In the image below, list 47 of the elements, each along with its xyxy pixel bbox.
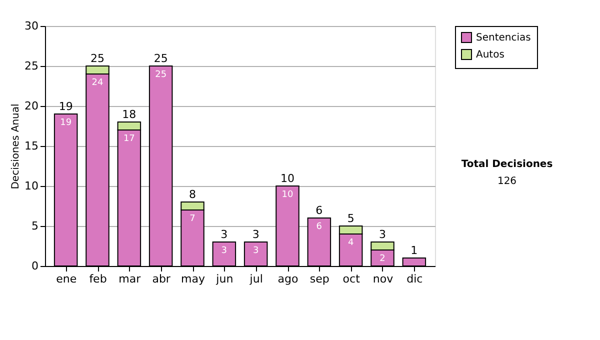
x-tick-label: dic [406,272,423,286]
y-tick-label: 10 [24,180,38,192]
x-tick-label: oct [342,272,361,286]
data-label: 4 [348,238,354,248]
y-tick-label: 30 [24,20,38,32]
x-tick-label: ene [56,272,77,286]
total-label: 25 [154,52,168,65]
total-label: 18 [122,108,136,121]
y-tick-label: 20 [24,100,38,112]
y-tick-label: 5 [32,220,38,232]
total-label: 1 [410,244,418,257]
x-tick-label: feb [89,272,107,286]
total-label: 3 [220,228,228,241]
total-label: 3 [252,228,260,241]
data-label: 3 [252,246,259,256]
x-tick-label: jul [248,272,263,286]
x-tick-label: ago [278,272,298,286]
total-label: 5 [347,212,354,225]
data-label: 10 [282,190,294,200]
data-label: 19 [60,118,72,128]
data-label: 3 [221,246,228,256]
total-label: 25 [90,52,104,65]
text: 126 [497,176,517,187]
legend-label: Sentencias [476,32,531,44]
text: Total Decisiones [461,159,553,170]
data-label: 2 [380,254,386,264]
data-label: 7 [190,214,196,224]
x-tick-label: nov [372,272,394,286]
x-tick-label: mar [118,272,142,286]
y-tick-label: 25 [24,60,38,72]
legend-label: Autos [476,50,504,60]
y-tick-label: 0 [32,260,38,272]
y-tick-label: 15 [24,140,38,152]
total-label: 6 [316,204,323,217]
x-tick-label: may [181,272,206,286]
total-label: 10 [280,172,294,185]
data-label: 24 [92,78,104,88]
total-label: 19 [58,100,73,113]
data-label: 17 [123,134,135,144]
total-label: 8 [189,188,196,201]
x-tick-label: sep [310,272,330,286]
total-label: 3 [379,228,386,241]
x-tick-label: abr [152,272,171,286]
x-tick-label: jun [215,272,234,286]
data-label: 25 [155,70,167,80]
y-axis-title: Decisiones Anual [10,104,22,190]
data-label: 6 [316,222,322,232]
